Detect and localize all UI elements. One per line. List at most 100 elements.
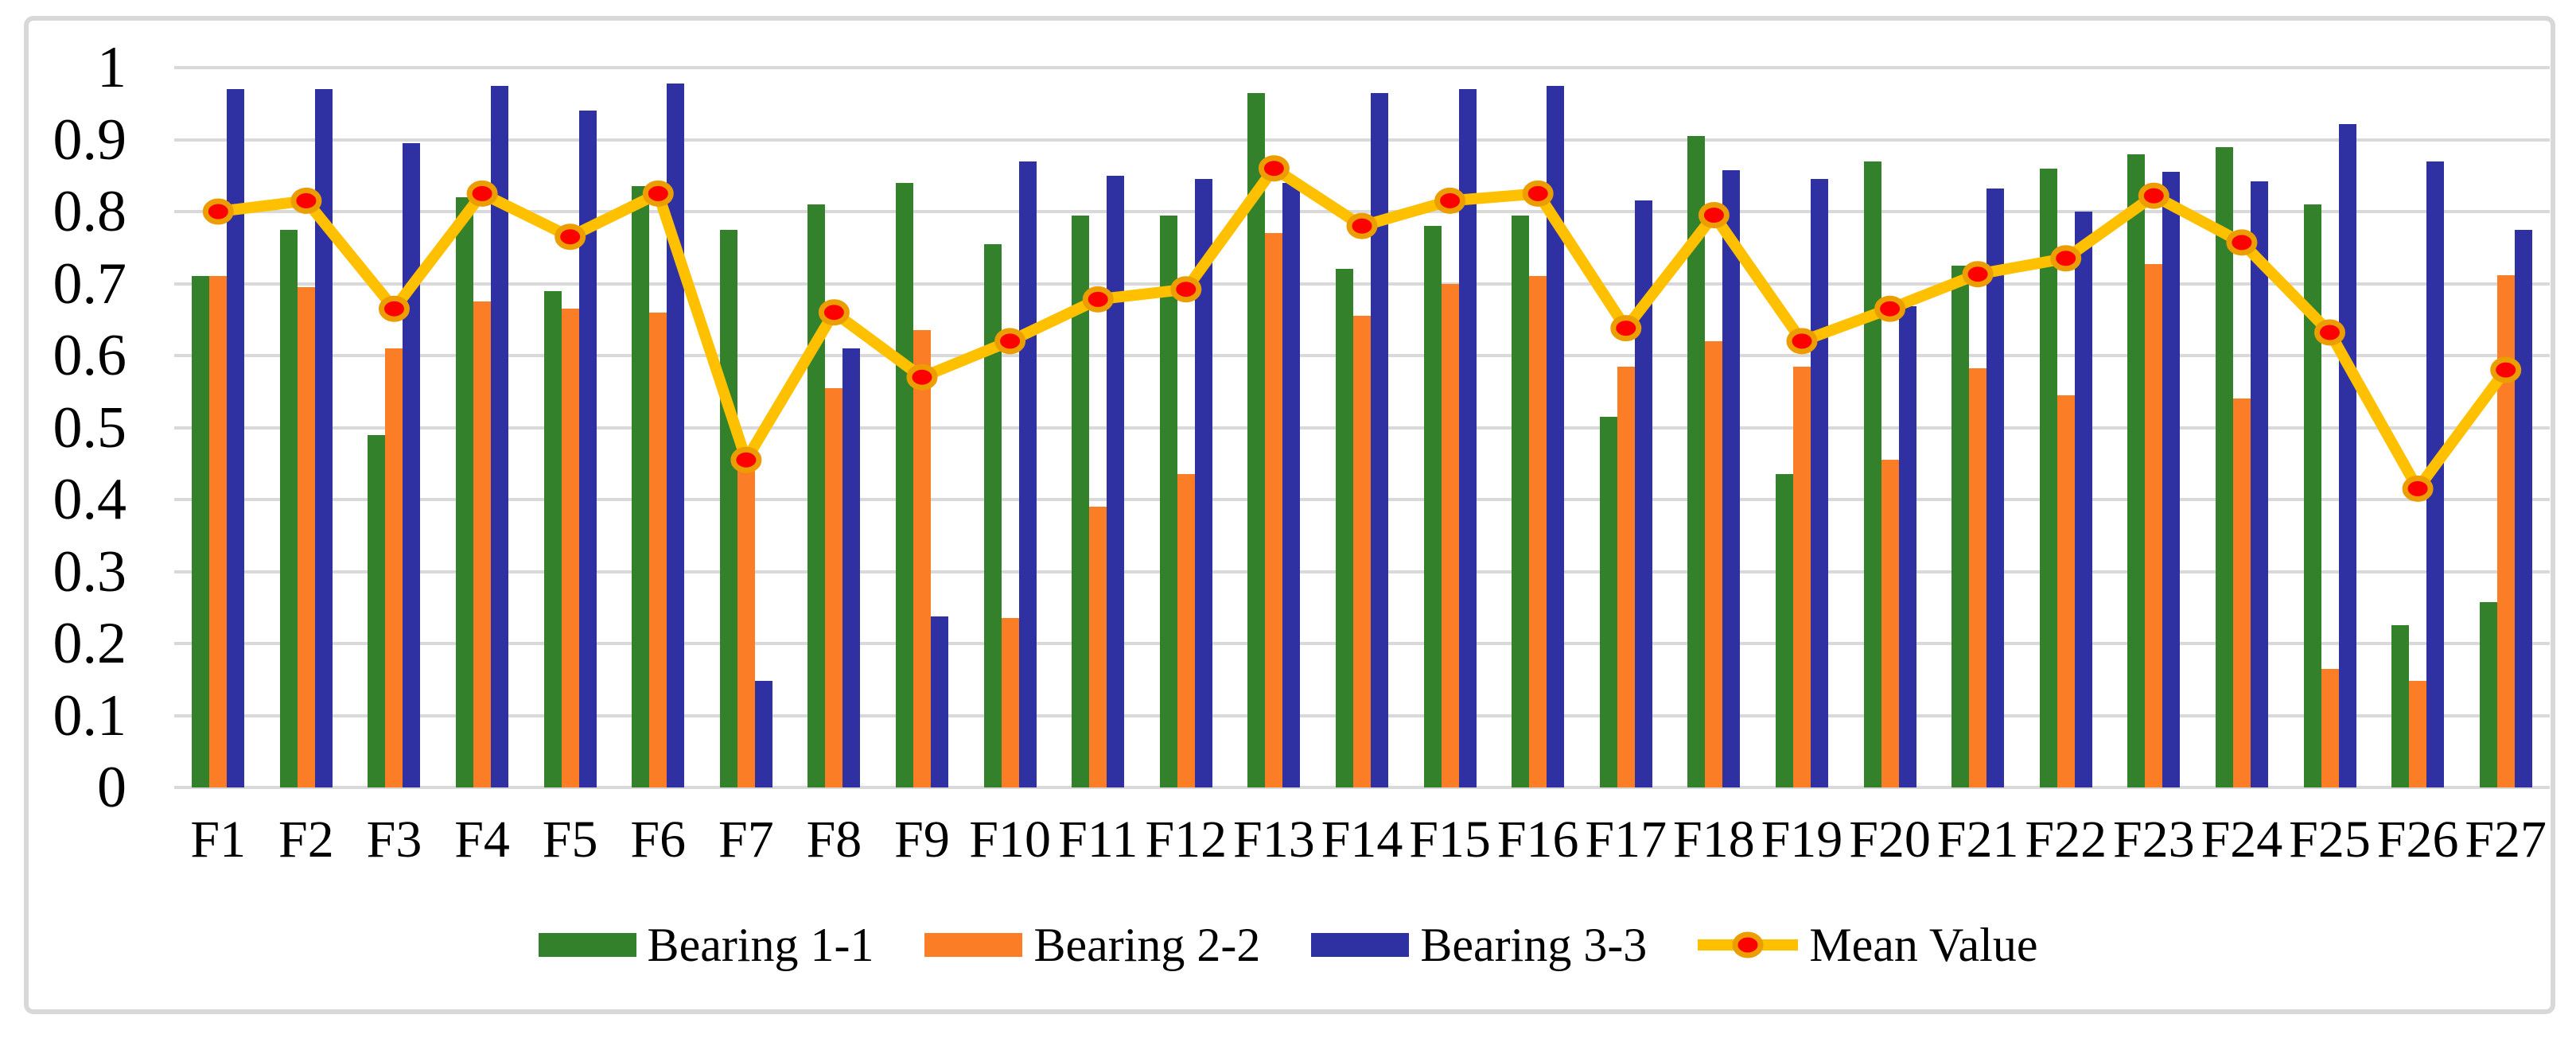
bar-bearing-2-2-f11 [1089,507,1107,787]
bar-bearing-2-2-f1 [209,276,228,787]
bar-bearing-3-3-f15 [1458,89,1477,787]
bar-bearing-2-2-f8 [825,387,843,787]
legend-swatch-bearing-2-2-icon [924,933,1023,957]
x-axis-label-f11: F11 [1058,811,1138,869]
bar-bearing-1-1-f11 [1072,215,1090,787]
x-axis-label-f7: F7 [718,811,774,869]
bar-bearing-3-3-f1 [227,89,245,787]
bar-bearing-3-3-f26 [2426,161,2445,787]
x-axis-label-f23: F23 [2112,811,2195,869]
bar-bearing-2-2-f15 [1441,283,1459,787]
x-axis-label-f17: F17 [1585,811,1667,869]
bar-bearing-2-2-f4 [473,301,492,787]
bar-bearing-1-1-f24 [2215,146,2233,787]
bar-bearing-2-2-f5 [561,309,579,787]
legend-item-bearing-1-1: Bearing 1-1 [538,919,874,971]
gridline-0.9 [174,138,2550,142]
bar-bearing-3-3-f21 [1986,189,2005,787]
bar-bearing-1-1-f16 [1512,215,1530,787]
bar-bearing-2-2-f17 [1617,366,1635,787]
legend-label-bearing-3-3: Bearing 3-3 [1420,919,1648,971]
bar-bearing-1-1-f17 [1599,416,1617,787]
x-axis-label-f6: F6 [630,811,687,869]
bar-bearing-3-3-f17 [1634,200,1652,787]
x-axis-label-f13: F13 [1233,811,1315,869]
y-axis-label-0.5: 0.5 [53,395,127,461]
bar-bearing-1-1-f5 [543,290,562,787]
bar-bearing-1-1-f4 [456,196,474,787]
x-axis-label-f8: F8 [806,811,862,869]
x-axis-label-f9: F9 [894,811,950,869]
gridline-0.7 [174,282,2550,286]
bar-bearing-2-2-f2 [297,287,315,787]
bar-bearing-2-2-f13 [1265,233,1283,787]
bar-bearing-1-1-f1 [192,276,210,787]
bar-bearing-2-2-f3 [385,348,403,787]
legend-item-bearing-2-2: Bearing 2-2 [924,919,1260,970]
bar-bearing-2-2-f26 [2409,681,2427,787]
x-axis-label-f2: F2 [278,811,334,869]
y-axis-label-0.6: 0.6 [53,323,127,388]
bar-bearing-1-1-f23 [2127,154,2146,787]
legend: Bearing 1-1 Bearing 2-2 Bearing 3-3 Mean… [0,907,2576,983]
gridline-0.8 [174,210,2550,213]
bar-bearing-3-3-f7 [754,681,772,787]
bar-bearing-3-3-f13 [1282,182,1301,787]
x-axis-label-f16: F16 [1496,811,1579,869]
y-axis-label-0: 0 [97,755,126,820]
legend-label-mean-value: Mean Value [1809,919,2038,971]
y-axis-label-0.1: 0.1 [53,682,127,748]
y-axis-label-0.3: 0.3 [53,538,127,605]
bar-bearing-3-3-f23 [2162,172,2181,787]
bar-bearing-3-3-f12 [1194,179,1212,787]
bar-bearing-3-3-f10 [1018,161,1037,787]
bar-bearing-1-1-f26 [2391,625,2410,787]
bar-bearing-3-3-f24 [2250,181,2268,787]
bar-bearing-3-3-f18 [1722,169,1741,787]
bar-bearing-2-2-f27 [2496,274,2515,787]
bar-bearing-2-2-f14 [1353,316,1371,787]
bar-bearing-3-3-f25 [2338,123,2356,787]
bar-bearing-1-1-f9 [896,182,914,787]
bar-bearing-1-1-f22 [2039,168,2057,787]
bar-bearing-2-2-f6 [649,312,667,787]
bar-bearing-3-3-f6 [667,83,685,787]
x-axis-label-f1: F1 [190,811,247,869]
y-axis-label-1: 1 [97,35,126,100]
bar-bearing-1-1-f12 [1159,215,1177,787]
bar-bearing-1-1-f7 [719,229,737,787]
bar-bearing-2-2-f21 [1969,368,1987,787]
x-axis-label-f25: F25 [2289,811,2371,869]
bar-bearing-3-3-f16 [1547,85,1565,787]
bar-bearing-3-3-f8 [842,348,861,787]
y-axis-label-0.9: 0.9 [53,107,127,173]
bar-bearing-2-2-f24 [2232,398,2251,787]
bar-bearing-2-2-f18 [1705,340,1723,787]
bar-bearing-1-1-f18 [1687,135,1706,787]
bar-bearing-2-2-f19 [1792,366,1811,787]
bar-bearing-3-3-f20 [1898,306,1916,787]
x-axis-label-f20: F20 [1849,811,1931,869]
x-axis-label-f15: F15 [1409,811,1491,869]
bar-bearing-2-2-f7 [737,467,755,787]
bar-bearing-3-3-f9 [931,616,949,787]
bar-bearing-1-1-f14 [1336,269,1353,787]
legend-label-bearing-1-1: Bearing 1-1 [647,919,874,971]
x-axis-label-f27: F27 [2465,811,2547,869]
x-axis-label-f4: F4 [454,811,510,869]
bar-bearing-1-1-f8 [807,204,826,787]
bar-bearing-3-3-f19 [1810,179,1828,787]
y-axis-label-0.7: 0.7 [53,251,127,317]
bar-bearing-3-3-f5 [578,111,597,787]
x-axis-label-f26: F26 [2376,811,2459,869]
legend-label-bearing-2-2: Bearing 2-2 [1033,919,1261,971]
bar-bearing-2-2-f9 [913,330,932,787]
x-axis-label-f14: F14 [1321,811,1403,869]
bar-bearing-1-1-f2 [279,229,298,787]
bar-bearing-2-2-f16 [1529,276,1547,787]
legend-swatch-bearing-3-3-icon [1311,933,1410,957]
bar-bearing-1-1-f20 [1863,161,1881,787]
gridline-0 [174,786,2550,789]
legend-swatch-bearing-1-1-icon [538,933,636,957]
bar-bearing-2-2-f25 [2321,668,2339,787]
